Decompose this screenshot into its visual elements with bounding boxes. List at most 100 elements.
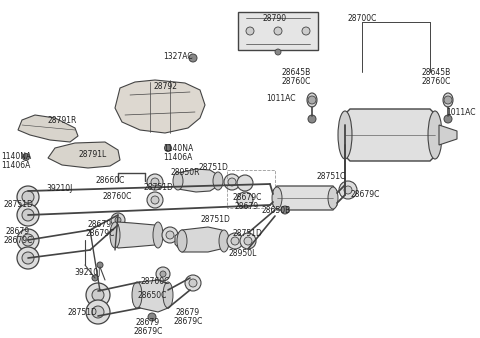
Circle shape bbox=[17, 247, 39, 269]
Text: 1140NA: 1140NA bbox=[1, 152, 31, 161]
Circle shape bbox=[22, 191, 34, 203]
Text: 28679C: 28679C bbox=[232, 193, 262, 202]
Polygon shape bbox=[178, 169, 218, 192]
Text: 39210J: 39210J bbox=[75, 268, 101, 277]
Text: 28679C: 28679C bbox=[173, 317, 203, 326]
Ellipse shape bbox=[272, 187, 282, 209]
Circle shape bbox=[22, 234, 34, 246]
Ellipse shape bbox=[177, 230, 187, 252]
Ellipse shape bbox=[338, 111, 352, 159]
Ellipse shape bbox=[153, 222, 163, 248]
Circle shape bbox=[308, 115, 316, 123]
Circle shape bbox=[344, 186, 352, 194]
Text: 28679C: 28679C bbox=[3, 236, 33, 245]
Text: 28650B: 28650B bbox=[262, 206, 290, 215]
Circle shape bbox=[86, 283, 110, 307]
Circle shape bbox=[97, 262, 103, 268]
Text: 28751D: 28751D bbox=[143, 183, 173, 192]
Polygon shape bbox=[133, 280, 168, 312]
Circle shape bbox=[92, 289, 104, 301]
Circle shape bbox=[156, 267, 170, 281]
Circle shape bbox=[302, 27, 310, 35]
Text: 28679C: 28679C bbox=[85, 229, 115, 238]
Text: 28679C: 28679C bbox=[133, 327, 163, 336]
Circle shape bbox=[17, 204, 39, 226]
Text: 28760C: 28760C bbox=[281, 77, 311, 86]
Circle shape bbox=[281, 206, 289, 214]
Text: 28645B: 28645B bbox=[281, 68, 311, 77]
Text: 28751D: 28751D bbox=[232, 229, 262, 238]
Polygon shape bbox=[18, 115, 78, 142]
Circle shape bbox=[148, 313, 156, 321]
Circle shape bbox=[185, 275, 201, 291]
Polygon shape bbox=[112, 222, 158, 248]
Text: 28751C: 28751C bbox=[316, 172, 346, 181]
Text: 28679: 28679 bbox=[176, 308, 200, 317]
Ellipse shape bbox=[328, 187, 338, 209]
Polygon shape bbox=[273, 186, 337, 210]
Polygon shape bbox=[175, 227, 226, 252]
Text: 28790: 28790 bbox=[263, 14, 287, 23]
Circle shape bbox=[275, 49, 281, 55]
Circle shape bbox=[17, 229, 39, 251]
Circle shape bbox=[147, 174, 163, 190]
Ellipse shape bbox=[213, 172, 223, 190]
Text: 28751D: 28751D bbox=[3, 200, 33, 209]
Ellipse shape bbox=[132, 282, 142, 308]
Circle shape bbox=[237, 192, 253, 208]
Text: 28950R: 28950R bbox=[170, 168, 200, 177]
Text: 28660C: 28660C bbox=[96, 176, 125, 185]
Text: 28760C: 28760C bbox=[102, 192, 132, 201]
Text: 28791L: 28791L bbox=[79, 150, 107, 159]
Circle shape bbox=[244, 237, 252, 245]
Ellipse shape bbox=[307, 93, 317, 107]
Text: 1327AC: 1327AC bbox=[163, 52, 193, 61]
Text: 28760C: 28760C bbox=[140, 277, 170, 286]
Text: 1140NA: 1140NA bbox=[163, 144, 193, 153]
Circle shape bbox=[22, 252, 34, 264]
Polygon shape bbox=[115, 80, 205, 133]
Circle shape bbox=[160, 271, 166, 277]
Text: 28700C: 28700C bbox=[348, 14, 377, 23]
Circle shape bbox=[22, 209, 34, 221]
Circle shape bbox=[147, 192, 163, 208]
Circle shape bbox=[237, 175, 253, 191]
Text: 28679C: 28679C bbox=[350, 190, 380, 199]
Circle shape bbox=[444, 115, 452, 123]
Circle shape bbox=[151, 196, 159, 204]
Text: 1011AC: 1011AC bbox=[266, 94, 296, 103]
Circle shape bbox=[228, 178, 236, 186]
Circle shape bbox=[111, 213, 125, 227]
Polygon shape bbox=[48, 142, 120, 168]
Ellipse shape bbox=[110, 222, 120, 248]
Text: 28950L: 28950L bbox=[229, 249, 257, 258]
Circle shape bbox=[246, 27, 254, 35]
Circle shape bbox=[151, 178, 159, 186]
Circle shape bbox=[224, 174, 240, 190]
Polygon shape bbox=[439, 125, 457, 145]
Circle shape bbox=[227, 233, 243, 249]
Text: 28650C: 28650C bbox=[137, 291, 167, 300]
Polygon shape bbox=[238, 12, 318, 50]
Circle shape bbox=[92, 275, 98, 281]
Ellipse shape bbox=[163, 282, 173, 308]
Text: 11406A: 11406A bbox=[163, 153, 192, 162]
Text: 11406A: 11406A bbox=[1, 161, 31, 170]
Text: 1011AC: 1011AC bbox=[446, 108, 476, 117]
Circle shape bbox=[189, 54, 197, 62]
Text: 28679: 28679 bbox=[88, 220, 112, 229]
Text: 28751D: 28751D bbox=[67, 308, 97, 317]
Ellipse shape bbox=[428, 111, 442, 159]
Text: 28679: 28679 bbox=[6, 227, 30, 236]
Circle shape bbox=[189, 279, 197, 287]
Circle shape bbox=[92, 306, 104, 318]
Circle shape bbox=[339, 181, 357, 199]
Text: 28792: 28792 bbox=[153, 82, 177, 91]
Circle shape bbox=[23, 153, 29, 161]
Ellipse shape bbox=[173, 172, 183, 190]
Text: 28791R: 28791R bbox=[48, 116, 77, 125]
Circle shape bbox=[240, 233, 256, 249]
Text: 28760C: 28760C bbox=[421, 77, 451, 86]
Circle shape bbox=[86, 300, 110, 324]
Circle shape bbox=[444, 96, 452, 104]
